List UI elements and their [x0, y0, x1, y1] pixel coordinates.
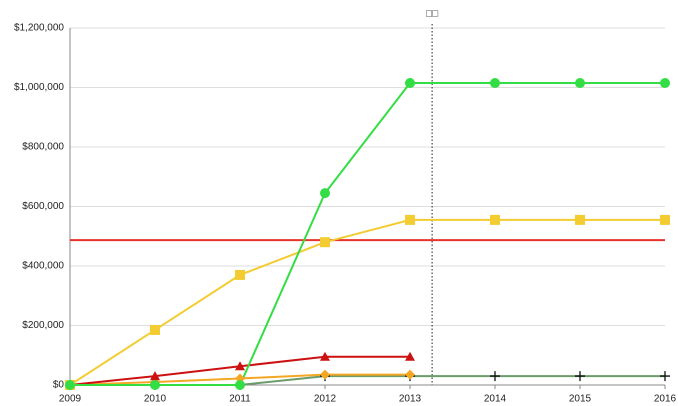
point	[150, 324, 160, 335]
point	[320, 237, 330, 248]
point	[660, 214, 670, 225]
point	[65, 380, 75, 390]
marker-label: □□	[426, 9, 438, 20]
point	[405, 214, 415, 225]
point	[575, 371, 585, 382]
point	[320, 369, 330, 380]
x-tick-label: 2010	[144, 394, 167, 405]
point	[575, 78, 585, 89]
point	[660, 371, 670, 382]
point	[235, 269, 245, 280]
point	[235, 361, 245, 371]
x-tick-label: 2016	[654, 394, 677, 405]
x-tick-label: 2015	[569, 394, 592, 405]
x-tick-label: 2012	[314, 394, 337, 405]
x-tick-label: 2011	[229, 394, 251, 405]
point	[235, 380, 245, 390]
series-line	[69, 218, 665, 386]
point	[320, 351, 330, 361]
point	[575, 214, 585, 225]
point	[405, 78, 415, 89]
point	[150, 380, 160, 390]
x-tick-label: 2009	[59, 394, 82, 405]
point	[490, 371, 500, 382]
y-tick-label: $200,000	[22, 320, 64, 331]
point	[490, 78, 500, 89]
point	[150, 371, 160, 381]
point	[320, 188, 330, 199]
y-tick-label: $1,000,000	[14, 82, 64, 93]
point	[405, 369, 415, 380]
series-line	[70, 82, 665, 386]
y-tick-label: $800,000	[22, 142, 64, 153]
point	[405, 351, 415, 361]
y-tick-label: $1,200,000	[14, 23, 64, 34]
y-tick-label: $0	[53, 380, 65, 391]
x-tick-label: 2013	[399, 394, 422, 405]
point	[660, 78, 670, 89]
point	[490, 214, 500, 225]
y-tick-label: $600,000	[22, 201, 64, 212]
x-tick-label: 2014	[484, 394, 507, 405]
y-tick-label: $400,000	[22, 261, 64, 272]
